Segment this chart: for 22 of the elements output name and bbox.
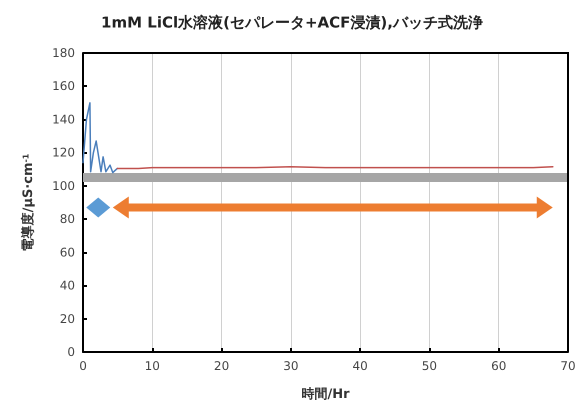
x-tick-label: 10 (144, 359, 160, 373)
y-tick-label: 40 (60, 278, 75, 293)
x-tick-label: 40 (352, 359, 368, 373)
x-tick-label: 30 (283, 359, 298, 373)
x-tick-label: 50 (422, 359, 438, 373)
line-series (82, 102, 118, 174)
y-tick-label: 60 (60, 245, 75, 260)
y-tick-label: 180 (52, 46, 75, 60)
x-axis-title: 時間/Hr (301, 387, 350, 402)
y-tick-label: 80 (60, 212, 75, 226)
y-axis-title: 電導度/μS·cm-1 (20, 153, 36, 252)
y-tick-label: 100 (52, 178, 75, 193)
y-tick-label: 20 (60, 312, 75, 326)
y-tick-label: 140 (52, 112, 75, 126)
x-tick-label: 60 (491, 359, 506, 373)
x-tick-label: 20 (214, 359, 230, 373)
y-tick-label: 0 (67, 345, 75, 359)
chart-title: 1mM LiCl水溶液(セパレータ+ACF浸漬),バッチ式洗浄 (101, 14, 483, 32)
x-tick-label: 70 (560, 359, 576, 373)
y-tick-label: 120 (52, 146, 75, 160)
y-tick-label: 160 (52, 79, 75, 94)
x-tick-label: 0 (79, 359, 87, 373)
